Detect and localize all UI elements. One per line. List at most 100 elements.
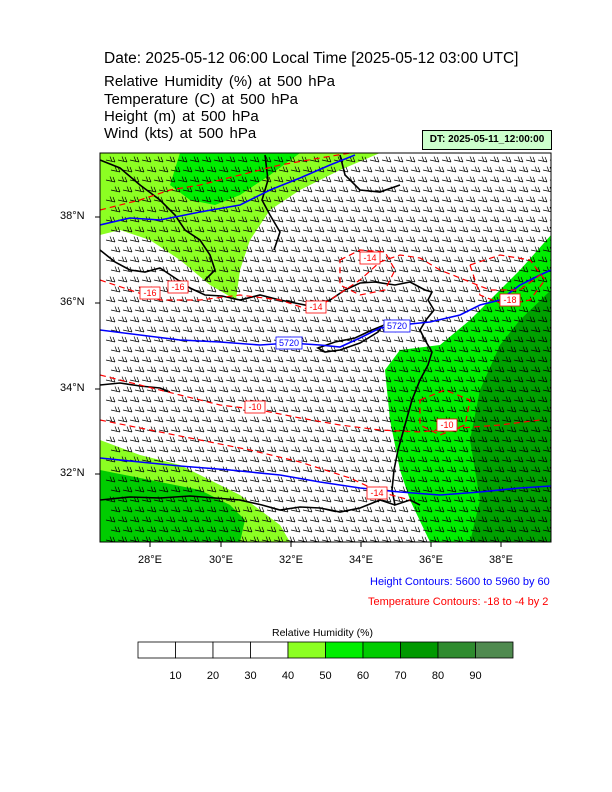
- wind-barb: [158, 346, 169, 353]
- wind-barb: [194, 446, 205, 453]
- colorbar-label: 50: [319, 670, 332, 682]
- wind-barb: [141, 416, 152, 423]
- wind-barb: [422, 306, 433, 313]
- wind-barb: [165, 476, 176, 483]
- wind-barb: [285, 416, 296, 423]
- wind-barb: [525, 196, 536, 203]
- wind-barb: [254, 386, 265, 393]
- wind-barb: [477, 316, 488, 323]
- wind-barb: [110, 286, 121, 293]
- wind-barb: [477, 336, 488, 343]
- wind-barb: [518, 166, 529, 173]
- wind-barb: [273, 156, 284, 163]
- wind-barb: [369, 156, 380, 163]
- wind-barb: [482, 266, 493, 273]
- wind-barb: [477, 376, 488, 383]
- wind-barb: [170, 226, 181, 233]
- wind-barb: [321, 316, 332, 323]
- wind-barb: [266, 226, 277, 233]
- wind-barb: [122, 226, 133, 233]
- wind-barb: [110, 406, 121, 413]
- wind-barb: [374, 166, 385, 173]
- wind-barb: [410, 286, 421, 293]
- wind-barb: [477, 356, 488, 363]
- wind-barb: [477, 276, 488, 283]
- wind-barb: [506, 206, 517, 213]
- wind-barb: [261, 316, 272, 323]
- wind-barb: [465, 416, 476, 423]
- wind-barb: [410, 166, 421, 173]
- wind-barb: [105, 196, 116, 203]
- wind-barb: [285, 376, 296, 383]
- wind-barb: [266, 406, 277, 413]
- wind-barb: [381, 236, 392, 243]
- wind-barb: [165, 236, 176, 243]
- wind-barb: [302, 386, 313, 393]
- wind-barb: [129, 476, 140, 483]
- wind-barb: [165, 456, 176, 463]
- wind-barb: [309, 196, 320, 203]
- wind-barb: [321, 256, 332, 263]
- wind-barb: [117, 176, 128, 183]
- wind-barb: [429, 236, 440, 243]
- wind-barb: [410, 306, 421, 313]
- wind-barb: [273, 436, 284, 443]
- wind-barb: [482, 306, 493, 313]
- wind-barb: [254, 206, 265, 213]
- wind-barb: [237, 216, 248, 223]
- wind-barb: [105, 296, 116, 303]
- wind-barb: [266, 306, 277, 313]
- wind-barb: [434, 366, 445, 373]
- colorbar-box: [137, 641, 176, 659]
- wind-barb: [225, 436, 236, 443]
- wind-barb: [345, 456, 356, 463]
- wind-barb: [122, 386, 133, 393]
- wind-barb: [417, 436, 428, 443]
- wind-barb: [338, 246, 349, 253]
- wind-barb: [350, 246, 361, 253]
- wind-barb: [237, 376, 248, 383]
- wind-barb: [158, 366, 169, 373]
- wind-barb: [429, 196, 440, 203]
- wind-barb: [477, 156, 488, 163]
- wind-barb: [141, 196, 152, 203]
- wind-barb: [110, 226, 121, 233]
- wind-barb: [309, 396, 320, 403]
- wind-barb: [266, 266, 277, 273]
- wind-barb: [314, 386, 325, 393]
- wind-barb: [249, 476, 260, 483]
- wind-barb: [230, 366, 241, 373]
- wind-barb: [117, 416, 128, 423]
- wind-barb: [398, 386, 409, 393]
- wind-barb: [134, 346, 145, 353]
- wind-barb: [242, 426, 253, 433]
- wind-barb: [242, 206, 253, 213]
- wind-barb: [249, 216, 260, 223]
- wind-barb: [441, 436, 452, 443]
- wind-barb: [345, 316, 356, 323]
- wind-barb: [230, 206, 241, 213]
- wind-barb: [441, 396, 452, 403]
- wind-barb: [302, 206, 313, 213]
- wind-barb: [489, 396, 500, 403]
- wind-barb: [249, 416, 260, 423]
- wind-barb: [494, 366, 505, 373]
- wind-barb: [381, 336, 392, 343]
- wind-barb: [254, 446, 265, 453]
- wind-barb: [254, 226, 265, 233]
- wind-barb: [177, 396, 188, 403]
- wind-barb: [398, 226, 409, 233]
- wind-barb: [105, 276, 116, 283]
- wind-barb: [213, 416, 224, 423]
- wind-barb: [518, 426, 529, 433]
- wind-barb: [194, 386, 205, 393]
- wind-barb: [465, 356, 476, 363]
- wind-barb: [249, 236, 260, 243]
- wind-barb: [285, 256, 296, 263]
- wind-barb: [465, 376, 476, 383]
- wind-barb: [417, 256, 428, 263]
- wind-barb: [110, 446, 121, 453]
- wind-barb: [525, 216, 536, 223]
- wind-barb: [134, 206, 145, 213]
